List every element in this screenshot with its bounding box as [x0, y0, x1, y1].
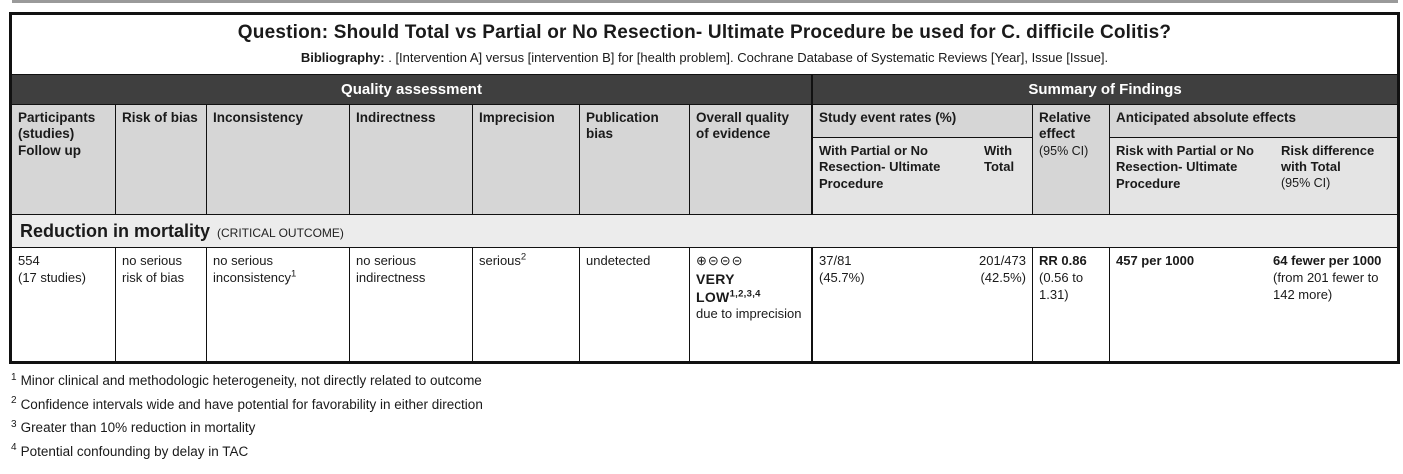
col-header-indirectness: Indirectness	[350, 105, 473, 215]
grade-rating-icons: ⊕⊝⊝⊝	[696, 253, 744, 268]
quality-word-2: LOW1,2,3,4	[696, 288, 761, 306]
risk-difference-ci-value: (from 201 fewer to 142 more)	[1273, 269, 1379, 302]
data-cell-imprecision: serious2	[473, 248, 580, 361]
risk-difference-label: Risk difference with Total	[1281, 143, 1375, 175]
footnote-3: 3 Greater than 10% reduction in mortality	[11, 418, 256, 435]
data-cell-risk-of-bias: no serious risk of bias	[116, 248, 207, 361]
outcome-criticality-tag: (CRITICAL OUTCOME)	[217, 225, 344, 240]
risk-difference-ci-label: (95% CI)	[1281, 175, 1331, 190]
bibliography-label: Bibliography:	[300, 50, 385, 65]
relative-effect-ci-label: (95% CI)	[1039, 143, 1089, 158]
footnote-1: 1 Minor clinical and methodologic heterog…	[11, 371, 482, 388]
bibliography-text: . [Intervention A] versus [intervention …	[384, 50, 1109, 65]
col-header-inconsistency: Inconsistency	[207, 105, 350, 215]
subheader-study-event-rates: With Partial or No Resection- Ultimate P…	[813, 138, 1033, 215]
group-header-quality-assessment: Quality assessment	[12, 75, 813, 105]
bibliography-line: Bibliography: . [Intervention A] versus …	[12, 50, 1397, 65]
data-cell-indirectness: no serious indirectness	[350, 248, 473, 361]
data-cell-participants: 554 (17 studies)	[12, 248, 116, 361]
data-cell-relative-effect: RR 0.86 (0.56 to 1.31)	[1033, 248, 1110, 361]
scan-artifact-strip	[12, 0, 1398, 3]
group-header-summary-of-findings: Summary of Findings	[813, 75, 1397, 105]
studies-count: (17 studies)	[18, 269, 86, 285]
data-cell-absolute-effects: 457 per 1000 64 fewer per 1000 (from 201…	[1110, 248, 1397, 361]
relative-effect-label: Relative effect	[1039, 110, 1091, 142]
quality-word-1: VERY	[696, 270, 735, 287]
footnote-4: 4 Potential confounding by delay in TAC	[11, 442, 249, 459]
col-header-participants: Participants (studies) Follow up	[12, 105, 116, 215]
col-header-imprecision: Imprecision	[473, 105, 580, 215]
event-rate-total: 201/473 (42.5%)	[979, 253, 1026, 285]
footnotes: 1 Minor clinical and methodologic heterog…	[11, 371, 483, 467]
table-title-block: Question: Should Total vs Partial or No …	[12, 15, 1397, 75]
col-header-publication-bias: Publication bias	[580, 105, 690, 215]
col-header-risk-of-bias: Risk of bias	[116, 105, 207, 215]
participants-count: 554	[18, 253, 40, 268]
data-cell-publication-bias: undetected	[580, 248, 690, 361]
risk-difference-block: 64 fewer per 1000 (from 201 fewer to 142…	[1273, 253, 1391, 356]
outcome-section-band: Reduction in mortality (CRITICAL OUTCOME…	[12, 215, 1397, 248]
quality-reason: due to imprecision	[696, 306, 802, 322]
col-header-anticipated-effects: Anticipated absolute effects	[1110, 105, 1397, 138]
outcome-title: Reduction in mortality	[20, 220, 211, 241]
footnote-refs-quality: 1,2,3,4	[729, 288, 761, 300]
risk-with-control-value: 457 per 1000	[1116, 253, 1195, 268]
data-cell-overall-quality: ⊕⊝⊝⊝ VERY LOW1,2,3,4 due to imprecision	[690, 248, 813, 361]
subheader-anticipated-effects: Risk with Partial or No Resection- Ultim…	[1110, 138, 1397, 215]
subheader-with-total: With Total	[984, 143, 1015, 175]
data-cell-inconsistency: no serious inconsistency1	[207, 248, 350, 361]
event-rate-control: 37/81 (45.7%)	[819, 253, 865, 285]
relative-effect-value: RR 0.86	[1039, 253, 1087, 268]
subheader-risk-with-control: Risk with Partial or No Resection- Ultim…	[1116, 143, 1254, 191]
data-cell-event-rates: 37/81 (45.7%) 201/473 (42.5%)	[813, 248, 1033, 361]
footnote-ref-1: 1	[291, 268, 297, 280]
footnote-2: 2 Confidence intervals wide and have pote…	[11, 395, 483, 412]
subheader-risk-difference: Risk difference with Total (95% CI)	[1281, 143, 1391, 209]
grade-evidence-table: Question: Should Total vs Partial or No …	[9, 12, 1400, 364]
col-header-relative-effect: Relative effect (95% CI)	[1033, 105, 1110, 215]
question-title: Question: Should Total vs Partial or No …	[237, 22, 1172, 43]
relative-effect-ci-value: (0.56 to 1.31)	[1039, 269, 1084, 302]
footnote-ref-2: 2	[520, 251, 527, 263]
col-header-study-event-rates: Study event rates (%)	[813, 105, 1033, 138]
subheader-with-control: With Partial or No Resection- Ultimate P…	[819, 143, 941, 191]
risk-difference-value: 64 fewer per 1000	[1273, 253, 1382, 268]
col-header-overall-quality: Overall quality of evidence	[690, 105, 813, 215]
